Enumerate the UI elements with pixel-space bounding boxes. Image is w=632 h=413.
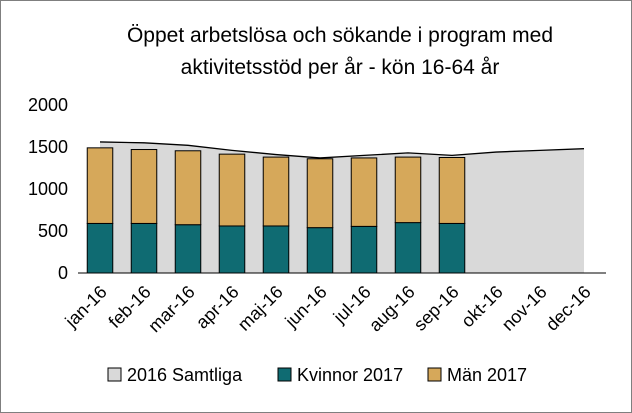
x-tick-label: jan-16 bbox=[61, 282, 111, 332]
y-tick-label: 500 bbox=[38, 221, 68, 241]
x-tick-label: dec-16 bbox=[542, 282, 595, 335]
bar-kvinnor-2017 bbox=[394, 222, 422, 274]
legend: 2016 Samtliga Kvinnor 2017 Män 2017 bbox=[107, 365, 527, 385]
legend-swatch bbox=[427, 367, 442, 382]
y-tick-label: 1500 bbox=[28, 137, 68, 157]
y-tick-label: 1000 bbox=[28, 179, 68, 199]
bar-kvinnor-2017 bbox=[306, 227, 334, 274]
bar-män-2017 bbox=[306, 158, 334, 229]
bar-män-2017 bbox=[262, 156, 290, 227]
legend-label: Kvinnor 2017 bbox=[297, 365, 403, 385]
x-tick-label: jun-16 bbox=[281, 282, 331, 332]
x-tick-label: maj-16 bbox=[234, 282, 287, 335]
bar-män-2017 bbox=[86, 147, 114, 224]
bar-kvinnor-2017 bbox=[218, 225, 246, 274]
plot-area: 0500100015002000jan-16feb-16mar-16apr-16… bbox=[28, 95, 606, 336]
x-tick-label: sep-16 bbox=[410, 282, 463, 335]
bar-kvinnor-2017 bbox=[86, 222, 114, 274]
bar-män-2017 bbox=[218, 153, 246, 227]
legend-label: 2016 Samtliga bbox=[127, 365, 243, 385]
x-tick-label: mar-16 bbox=[144, 282, 198, 336]
legend-swatch bbox=[277, 367, 292, 382]
y-tick-label: 2000 bbox=[28, 95, 68, 115]
bar-män-2017 bbox=[350, 157, 378, 227]
x-tick-label: apr-16 bbox=[192, 282, 243, 333]
area-2016-samtliga bbox=[100, 141, 584, 273]
x-tick-label: nov-16 bbox=[498, 282, 551, 335]
area-2016-samtliga-line bbox=[99, 141, 585, 159]
bar-män-2017 bbox=[438, 157, 466, 224]
bar-män-2017 bbox=[394, 156, 422, 224]
legend-label: Män 2017 bbox=[447, 365, 527, 385]
chart-title-line1: Öppet arbetslösa och sökande i program m… bbox=[127, 24, 553, 47]
bar-män-2017 bbox=[130, 149, 158, 224]
y-tick-label: 0 bbox=[58, 263, 68, 283]
x-tick-label: aug-16 bbox=[365, 282, 419, 336]
bar-kvinnor-2017 bbox=[438, 222, 466, 274]
legend-swatch bbox=[107, 367, 122, 382]
x-tick-label: okt-16 bbox=[457, 282, 507, 332]
bar-kvinnor-2017 bbox=[130, 222, 158, 274]
bar-män-2017 bbox=[174, 150, 202, 226]
bar-kvinnor-2017 bbox=[174, 224, 202, 274]
bar-kvinnor-2017 bbox=[262, 225, 290, 274]
bar-kvinnor-2017 bbox=[350, 225, 378, 274]
chart-title-line2: aktivitetsstöd per år - kön 16-64 år bbox=[181, 56, 500, 79]
